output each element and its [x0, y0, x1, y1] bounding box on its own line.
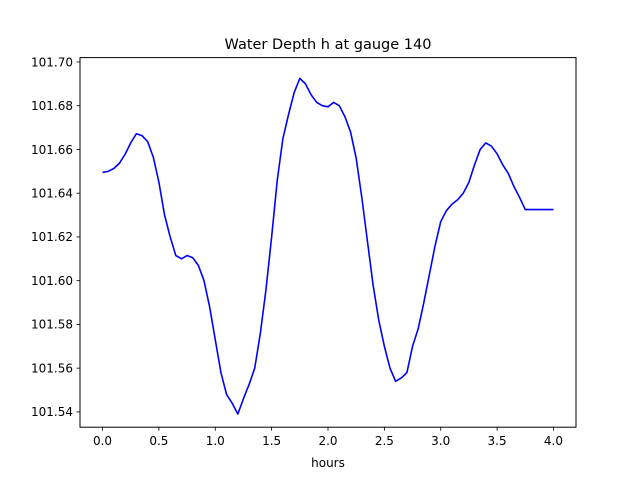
- series-line-0: [102, 77, 554, 415]
- y-axis: 101.54 101.56 101.58 101.60 101.62 101.64 101.…: [31, 55, 80, 419]
- plot-area: [102, 77, 554, 415]
- x-tick-label: 2.5: [375, 434, 394, 448]
- x-tick-label: 1.0: [206, 434, 225, 448]
- x-axis-label: hours: [311, 456, 345, 470]
- y-tick-label: 101.66: [31, 143, 73, 157]
- y-tick-label: 101.68: [31, 99, 73, 113]
- x-tick-label: 3.5: [488, 434, 507, 448]
- y-tick-label: 101.64: [31, 186, 73, 200]
- x-axis: 0.0 0.5 1.0 1.5 2.0 2.5 3.0 3.5 4.0: [93, 427, 563, 448]
- x-tick-label: 3.0: [431, 434, 450, 448]
- x-tick-label: 1.5: [262, 434, 281, 448]
- x-tick-label: 2.0: [318, 434, 337, 448]
- x-tick-label: 4.0: [544, 434, 563, 448]
- chart-title: Water Depth h at gauge 140: [225, 37, 432, 53]
- x-tick-label: 0.5: [149, 434, 168, 448]
- y-tick-label: 101.56: [31, 361, 73, 375]
- y-tick-label: 101.60: [31, 274, 73, 288]
- x-tick-label: 0.0: [93, 434, 112, 448]
- y-tick-label: 101.62: [31, 230, 73, 244]
- y-tick-label: 101.54: [31, 405, 73, 419]
- y-tick-label: 101.70: [31, 55, 73, 69]
- y-tick-label: 101.58: [31, 318, 73, 332]
